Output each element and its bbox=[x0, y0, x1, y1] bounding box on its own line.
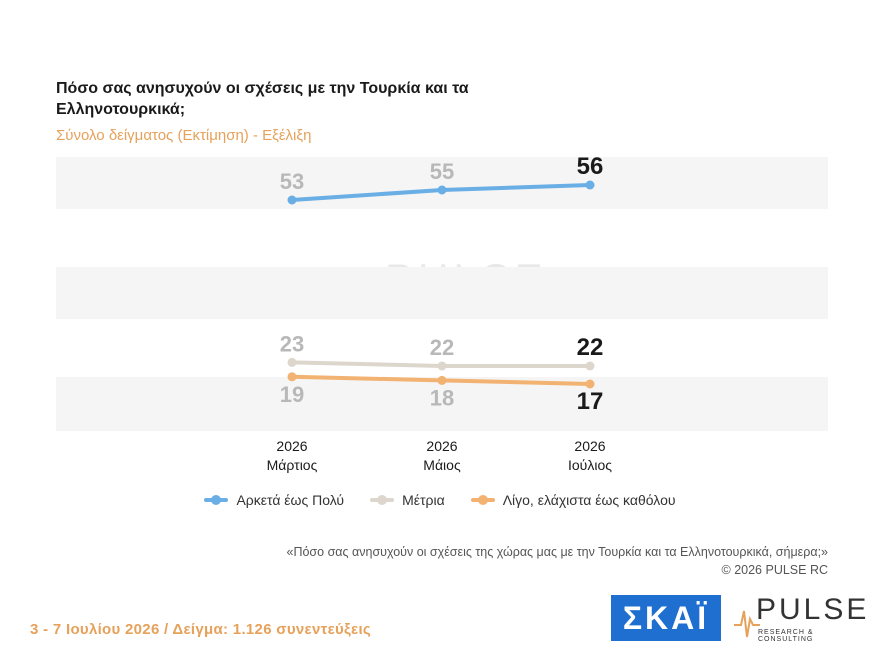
footnote-copyright: © 2026 PULSE RC bbox=[721, 563, 828, 577]
data-point bbox=[585, 361, 595, 371]
skai-logo: ΣΚΑΪ bbox=[611, 595, 721, 641]
legend-swatch bbox=[470, 495, 495, 505]
data-label: 53 bbox=[280, 169, 304, 194]
data-point bbox=[287, 195, 297, 205]
chart-title: Πόσο σας ανησυχούν οι σχέσεις με την Του… bbox=[56, 80, 469, 118]
legend-item: Αρκετά έως Πολύ bbox=[204, 492, 344, 508]
data-point bbox=[437, 185, 447, 195]
data-point bbox=[287, 357, 297, 367]
legend-label: Μέτρια bbox=[402, 492, 445, 508]
data-point bbox=[287, 372, 297, 382]
data-label: 18 bbox=[430, 385, 454, 410]
legend-item: Λίγο, ελάχιστα έως καθόλου bbox=[470, 492, 676, 508]
pulse-logo-wave-icon bbox=[734, 610, 760, 638]
data-label: 22 bbox=[430, 335, 454, 360]
x-tick-year: 2026 bbox=[426, 438, 457, 454]
x-tick-year: 2026 bbox=[276, 438, 307, 454]
legend-label: Λίγο, ελάχιστα έως καθόλου bbox=[502, 492, 676, 508]
x-tick-month: Ιούλιος bbox=[568, 457, 612, 473]
data-label: 22 bbox=[577, 334, 604, 361]
pulse-logo: PULSE RESEARCH & CONSULTING bbox=[734, 593, 866, 645]
legend-swatch bbox=[370, 495, 395, 505]
data-label: 55 bbox=[430, 159, 454, 184]
data-label: 17 bbox=[577, 388, 604, 415]
background-band bbox=[56, 377, 828, 431]
survey-dates-sample: 3 - 7 Ιουλίου 2026 / Δείγμα: 1.126 συνεν… bbox=[30, 621, 372, 638]
pulse-logo-name: PULSE bbox=[756, 593, 870, 626]
legend-label: Αρκετά έως Πολύ bbox=[236, 492, 345, 508]
data-label: 19 bbox=[280, 382, 304, 407]
x-tick-month: Μάρτιος bbox=[267, 457, 318, 473]
footnote: «Πόσο σας ανησυχούν οι σχέσεις της χώρας… bbox=[287, 543, 829, 579]
footnote-question: «Πόσο σας ανησυχούν οι σχέσεις της χώρας… bbox=[286, 545, 829, 559]
data-point bbox=[585, 379, 595, 389]
x-tick-year: 2026 bbox=[574, 438, 605, 454]
data-point bbox=[437, 361, 447, 371]
chart-legend: Αρκετά έως Πολύ Μέτρια Λίγο, ελάχιστα έως … bbox=[0, 492, 880, 508]
data-label: 23 bbox=[280, 331, 304, 356]
legend-swatch bbox=[204, 495, 229, 505]
x-tick-month: Μάιος bbox=[423, 457, 461, 473]
background-band bbox=[56, 157, 828, 209]
chart-subtitle: Σύνολο δείγματος (Εκτίμηση) - Εξέλιξη bbox=[56, 127, 312, 144]
data-point bbox=[585, 180, 595, 190]
line-chart: 53 55 56 23 22 22 19 18 17 2026 Μάρτιος 2026 Μάιος 2… bbox=[56, 153, 828, 473]
data-point bbox=[437, 375, 447, 385]
pulse-logo-sub: RESEARCH & CONSULTING bbox=[758, 629, 814, 643]
legend-item: Μέτρια bbox=[370, 492, 445, 508]
data-label: 56 bbox=[577, 153, 604, 180]
background-band bbox=[56, 267, 828, 319]
